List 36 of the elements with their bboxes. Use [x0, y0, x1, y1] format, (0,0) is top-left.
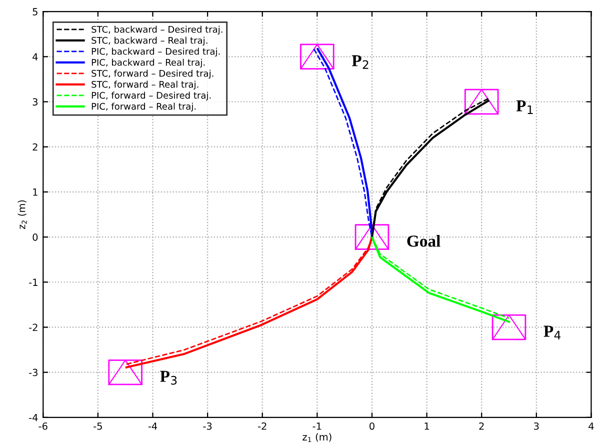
y-tick-label: 3	[32, 98, 38, 106]
legend-label: PIC, forward – Real traj.	[92, 102, 196, 112]
x-tick-label: -1	[312, 422, 322, 430]
y-tick-label: 4	[32, 53, 38, 60]
x-tick-label: 1	[424, 422, 429, 430]
y-axis-title: z$_{2}$ (m)	[18, 200, 27, 230]
y-tick-label: -4	[29, 414, 38, 422]
legend-label: STC, backward – Desired traj.	[92, 26, 222, 35]
x-tick-label: -2	[258, 422, 266, 430]
y-tick-label: -2	[29, 324, 38, 331]
annotation: P$_{1}$	[516, 100, 533, 114]
x-tick-label: -5	[94, 422, 102, 430]
x-tick-label: 3	[534, 422, 539, 430]
x-tick-label: 4	[588, 422, 594, 430]
x-axis-title: z$_{1}$ (m)	[302, 433, 332, 442]
legend-label: PIC, backward – Real traj.	[92, 58, 205, 68]
y-tick-label: -3	[29, 368, 38, 376]
annotation: Goal	[407, 235, 440, 247]
legend-label: PIC, forward – Desired traj.	[92, 92, 211, 100]
x-tick-label: -6	[38, 422, 48, 430]
y-tick-label: 2	[32, 143, 38, 151]
x-tick-label: 0	[370, 422, 374, 430]
y-tick-label: 5	[32, 8, 38, 16]
x-tick-label: 2	[479, 422, 484, 430]
annotation: P$_{3}$	[160, 370, 177, 385]
y-tick-label: -1	[29, 278, 38, 286]
legend-label: STC, forward – Desired traj.	[92, 70, 214, 78]
legend-label: STC, backward – Real traj.	[92, 36, 208, 46]
annotation: P$_{2}$	[352, 55, 368, 69]
y-tick-label: 0	[32, 234, 38, 241]
y-tick-label: 1	[33, 188, 38, 196]
x-tick-label: -3	[203, 422, 212, 430]
x-tick-label: -4	[148, 422, 158, 430]
legend-label: PIC, backward – Desired traj.	[92, 48, 220, 57]
legend-label: STC, forward – Real traj.	[92, 80, 198, 90]
annotation: P$_{4}$	[544, 326, 561, 340]
